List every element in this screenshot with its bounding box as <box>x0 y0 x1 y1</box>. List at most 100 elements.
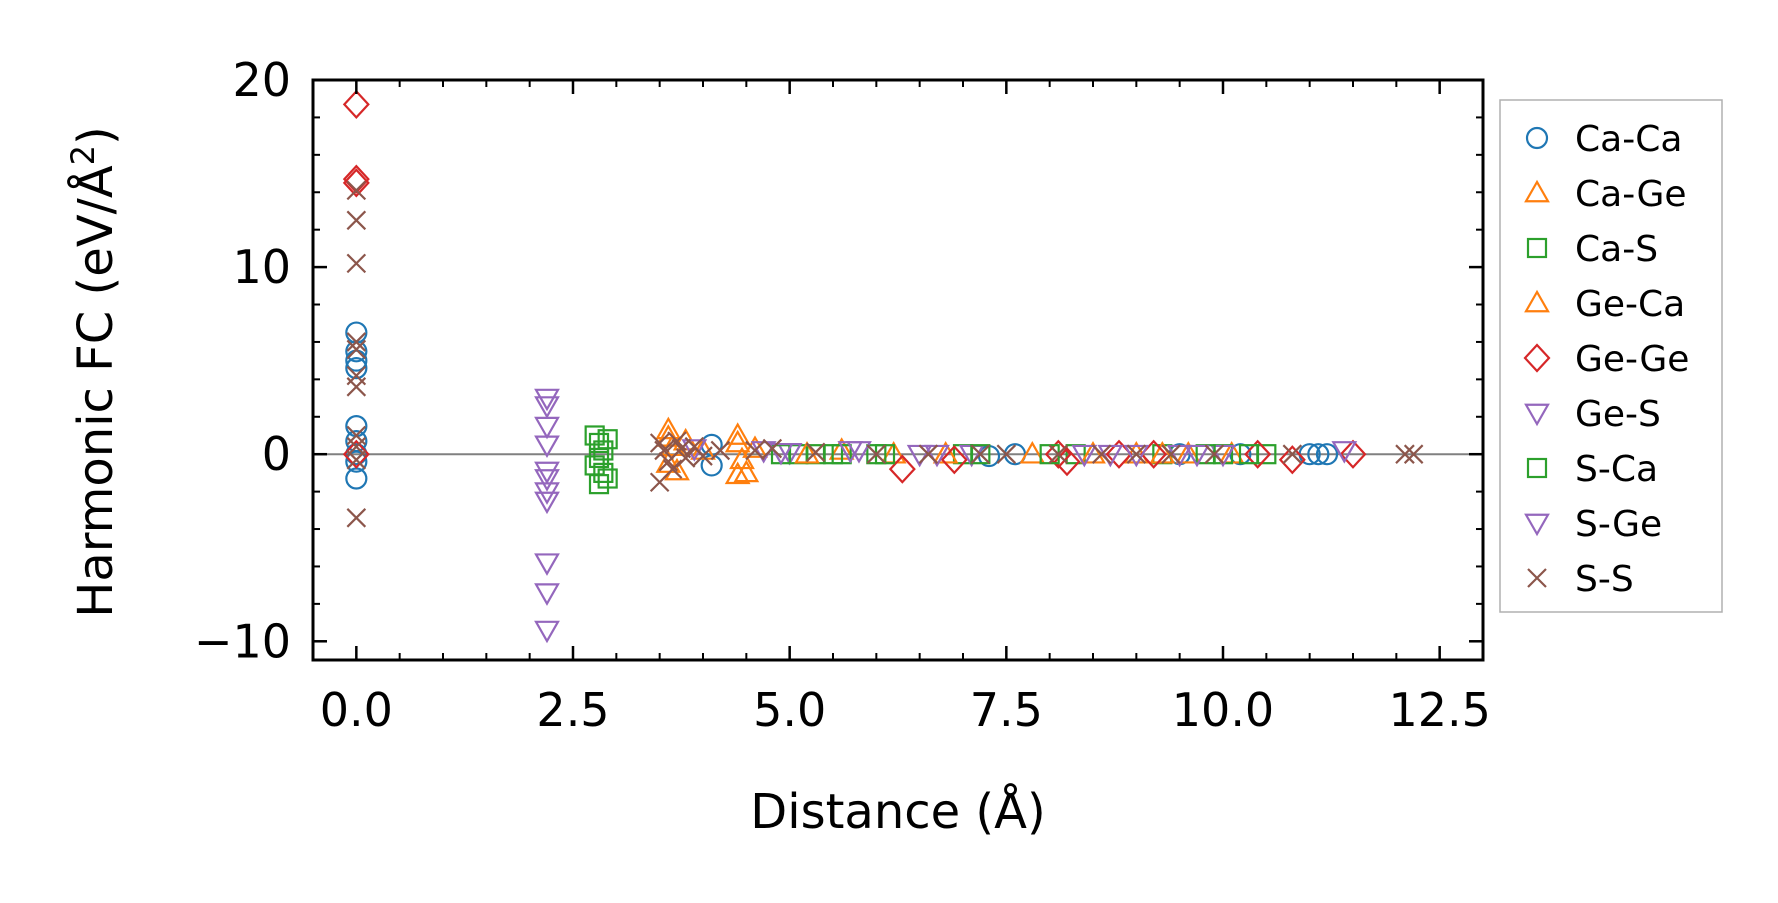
data-point <box>1161 444 1181 464</box>
x-tick-label: 0.0 <box>320 683 393 737</box>
legend-label: Ge-Ge <box>1575 339 1689 380</box>
legend: Ca-Ca Ca-Ge Ca-S Ge-Ca Ge-Ge Ge-S S-Ca S-Ge S-S <box>1499 99 1723 613</box>
data-point <box>346 508 367 528</box>
plot-area <box>313 89 1483 644</box>
data-point <box>346 450 367 470</box>
data-point <box>346 332 367 352</box>
legend-item: S-S <box>1527 559 1634 600</box>
data-point <box>655 450 682 473</box>
data-point <box>710 440 731 461</box>
data-point <box>822 444 844 465</box>
legend-marker <box>1523 343 1551 373</box>
legend-label: Ge-Ca <box>1575 284 1685 325</box>
data-point <box>805 442 826 463</box>
plot-frame <box>311 78 1485 662</box>
data-point <box>597 429 618 450</box>
axes: 0.0 2.5 5.0 7.5 10.0 12.5 −10 0 10 20 <box>194 53 1491 737</box>
data-point <box>534 583 560 606</box>
data-point <box>1395 444 1415 464</box>
y-tick-label: 10 <box>232 240 291 294</box>
data-point <box>662 459 683 479</box>
data-point <box>866 444 887 464</box>
x-tick-label: 12.5 <box>1388 683 1490 737</box>
legend-marker <box>1524 289 1550 313</box>
legend-label: Ca-S <box>1575 229 1658 270</box>
data-point <box>1204 444 1225 464</box>
data-point <box>724 461 751 485</box>
legend-item: Ge-Ge <box>1523 339 1689 380</box>
series-S-S <box>346 180 1424 528</box>
data-point <box>724 422 751 445</box>
data-point <box>346 180 367 201</box>
data-point <box>346 339 367 360</box>
data-point <box>996 444 1017 464</box>
legend-label: S-Ge <box>1575 504 1662 545</box>
legend-marker <box>1526 457 1548 479</box>
data-point <box>1244 439 1272 469</box>
data-point <box>534 469 560 492</box>
data-point <box>345 443 368 466</box>
data-point <box>1091 444 1112 464</box>
y-tick-label: 0 <box>262 427 291 481</box>
data-point <box>888 454 916 484</box>
legend-item: Ca-Ge <box>1524 174 1687 215</box>
data-point <box>1238 444 1260 465</box>
data-point <box>1315 443 1339 466</box>
data-point <box>1307 443 1330 466</box>
legend-marker <box>1524 513 1550 537</box>
data-point <box>768 442 794 466</box>
legend-item: Ca-Ca <box>1525 119 1682 160</box>
data-point <box>1175 440 1202 464</box>
data-point <box>675 448 696 468</box>
data-point <box>1278 445 1306 475</box>
data-point <box>1403 444 1424 464</box>
data-point <box>534 491 560 515</box>
legend-label: S-S <box>1575 559 1634 600</box>
legend-label: Ca-Ca <box>1575 119 1682 160</box>
data-point <box>918 444 939 464</box>
data-point <box>745 440 765 461</box>
data-point <box>342 168 370 198</box>
data-point <box>534 620 560 644</box>
y-axis-title-superscript: 2 <box>64 145 102 165</box>
legend-item: Ge-Ca <box>1524 284 1685 325</box>
legend-label: S-Ca <box>1575 449 1658 490</box>
data-point <box>1071 444 1098 468</box>
data-point <box>742 435 768 458</box>
legend-item: Ca-S <box>1526 229 1658 270</box>
y-axis-title-main: Harmonic FC (eV/Å <box>67 165 124 618</box>
data-point <box>346 377 367 397</box>
legend-marker <box>1527 568 1547 588</box>
x-tick-label: 5.0 <box>753 683 826 737</box>
data-point <box>970 444 991 465</box>
data-point <box>1331 441 1358 464</box>
data-point <box>681 439 708 462</box>
y-axis-title: Harmonic FC (eV/Å2) <box>64 126 124 618</box>
series-Ca-S <box>584 425 1277 495</box>
y-tick-label: −10 <box>194 614 291 668</box>
data-point <box>534 396 560 419</box>
data-point <box>794 440 820 464</box>
data-point <box>940 445 968 475</box>
data-point <box>1126 444 1147 464</box>
data-point <box>655 416 682 440</box>
data-point <box>1184 444 1210 468</box>
data-point <box>346 210 367 231</box>
x-tick-label: 2.5 <box>536 683 609 737</box>
legend-marker <box>1526 237 1548 259</box>
data-point <box>693 446 713 466</box>
legend-marker <box>1525 126 1549 150</box>
data-point <box>534 435 560 459</box>
legend-marker <box>1524 179 1550 203</box>
y-tick-label: 20 <box>232 53 291 107</box>
data-point <box>534 553 560 576</box>
legend-marker <box>1524 403 1550 427</box>
data-point <box>345 321 368 344</box>
data-point <box>342 89 370 119</box>
legend-box <box>1499 99 1723 613</box>
data-point <box>534 416 560 440</box>
data-point <box>345 357 368 380</box>
legend-item: S-Ge <box>1524 504 1662 545</box>
data-point <box>970 444 991 464</box>
